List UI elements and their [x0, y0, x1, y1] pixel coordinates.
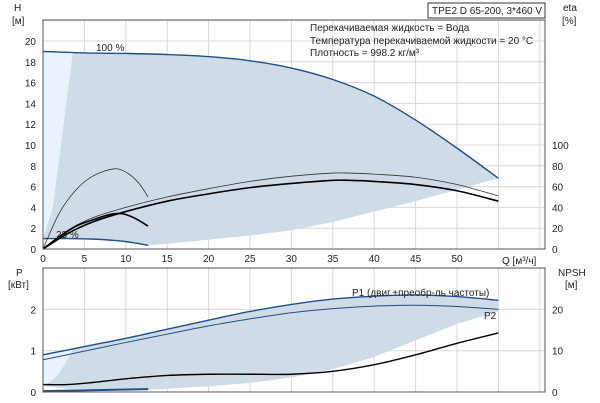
h-axis-label: H [14, 3, 21, 14]
npsh-tick-label: 20 [552, 305, 564, 316]
p-axis-label: P [16, 268, 23, 279]
eta-tick-label: 60 [552, 183, 564, 194]
p-tick-label: 1 [30, 347, 36, 358]
label-100-percent: 100 % [96, 43, 124, 54]
npsh-tick-label: 10 [552, 347, 564, 358]
npsh-curve [42, 332, 499, 386]
h-tick-label: 6 [30, 183, 36, 194]
h-tick-label: 20 [25, 37, 37, 48]
npsh-tick-label: 0 [552, 388, 558, 399]
eta-axis-unit: [%] [562, 16, 577, 27]
h-tick-label: 2 [30, 224, 36, 235]
h-curve-23 [42, 237, 149, 247]
h-tick-label: 16 [25, 79, 37, 90]
p-axis-unit: [кВт] [8, 280, 29, 291]
eta-tick-label: 0 [552, 245, 558, 256]
x-tick-label: 40 [369, 254, 381, 265]
x-tick-label: 30 [286, 254, 298, 265]
eta-curve-total-100 [42, 179, 499, 250]
h-tick-label: 8 [30, 162, 36, 173]
eta-curve-total-23 [42, 212, 149, 250]
x-tick-label: 50 [451, 254, 463, 265]
h-curve-100 [42, 50, 499, 179]
q-axis-label: Q [м³/ч] [502, 256, 537, 267]
npsh-axis-unit: [м] [565, 280, 578, 291]
p-tick-label: 0 [30, 388, 36, 399]
h-tick-label: 10 [25, 141, 37, 152]
h-axis-unit: [м] [12, 16, 25, 27]
p-tick-label: 2 [30, 305, 36, 316]
x-tick-label: 10 [120, 254, 132, 265]
label-p2: P2 [484, 311, 497, 322]
eta-curve-pump-motor-23 [42, 168, 149, 250]
x-tick-label: 20 [203, 254, 215, 265]
label-p1: P1 (двиг.+преобр-ль частоты) [352, 287, 489, 299]
title-box [427, 2, 546, 19]
h-tick-label: 0 [30, 245, 36, 256]
x-tick-label: 5 [82, 254, 88, 265]
info-density: Плотность = 998.2 кг/м³ [310, 48, 420, 59]
eta-tick-label: 40 [552, 203, 564, 214]
x-tick-label: 15 [162, 254, 174, 265]
h-tick-label: 4 [30, 203, 36, 214]
label-23-percent: 23 % [56, 230, 79, 241]
eta-tick-label: 20 [552, 224, 564, 235]
eta-axis-label: eta [563, 3, 577, 14]
info-temperature: Температура перекачиваемой жидкости = 20… [310, 36, 533, 47]
p1-curve [42, 294, 499, 356]
top-plot-frame [42, 19, 546, 250]
npsh-axis-label: NPSH [558, 268, 586, 279]
range-area-light [43, 51, 73, 250]
eta-tick-label: 100 [552, 141, 569, 152]
h-tick-label: 18 [25, 58, 37, 69]
h-tick-label: 14 [25, 99, 37, 110]
p2-curve [42, 304, 499, 361]
power-range-area [43, 294, 499, 390]
x-tick-label: 35 [327, 254, 339, 265]
operating-range-area [43, 52, 499, 246]
eta-tick-label: 80 [552, 162, 564, 173]
x-tick-label: 25 [244, 254, 256, 265]
x-tick-label: 45 [410, 254, 422, 265]
info-liquid: Перекачиваемая жидкость = Вода [310, 23, 470, 34]
eta-curve-pump-motor-100 [42, 172, 499, 250]
chart-title: TPE2 D 65-200, 3*460 V [432, 6, 542, 17]
bottom-plot-frame [42, 267, 546, 393]
p-curve-23 [42, 388, 149, 393]
h-tick-label: 12 [25, 120, 37, 131]
x-tick-label: 0 [40, 254, 46, 265]
